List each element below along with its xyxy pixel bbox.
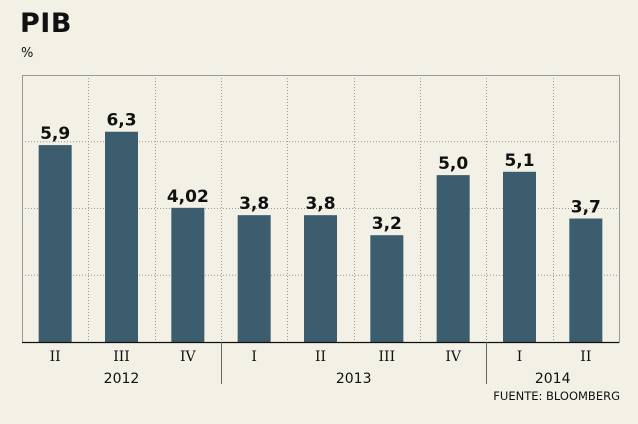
x-tick-label-6: IV: [445, 349, 462, 365]
bar-0: [38, 145, 72, 342]
chart-title: PIB: [20, 8, 72, 39]
value-label-2: 4,02: [167, 187, 209, 207]
x-tick-label-1: III: [113, 349, 130, 365]
value-label-8: 3,7: [571, 198, 601, 218]
value-label-0: 5,9: [40, 124, 70, 144]
y-unit-label: %: [21, 46, 34, 61]
bar-3: [237, 215, 271, 342]
source-note: FUENTE: BLOOMBERG: [493, 389, 620, 403]
value-label-1: 6,3: [106, 111, 136, 131]
bar-6: [436, 175, 470, 342]
x-tick-label-2: IV: [180, 349, 197, 365]
bar-2: [171, 207, 205, 342]
value-label-7: 5,1: [504, 151, 534, 171]
bar-8: [569, 218, 603, 342]
year-label-2: 2014: [535, 371, 571, 387]
value-label-5: 3,2: [372, 214, 402, 234]
x-tick-label-5: III: [379, 349, 396, 365]
x-tick-label-4: II: [315, 349, 326, 365]
x-tick-label-8: II: [580, 349, 591, 365]
x-tick-label-3: I: [251, 349, 257, 365]
bar-5: [370, 235, 404, 342]
bar-1: [105, 131, 138, 342]
value-label-6: 5,0: [438, 154, 468, 174]
value-label-3: 3,8: [239, 194, 269, 214]
x-tick-label-7: I: [517, 349, 523, 365]
year-label-0: 2012: [104, 371, 140, 387]
year-label-1: 2013: [336, 371, 372, 387]
bar-4: [304, 215, 337, 342]
bar-7: [503, 171, 536, 342]
x-tick-label-0: II: [50, 349, 61, 365]
value-label-4: 3,8: [305, 194, 335, 214]
